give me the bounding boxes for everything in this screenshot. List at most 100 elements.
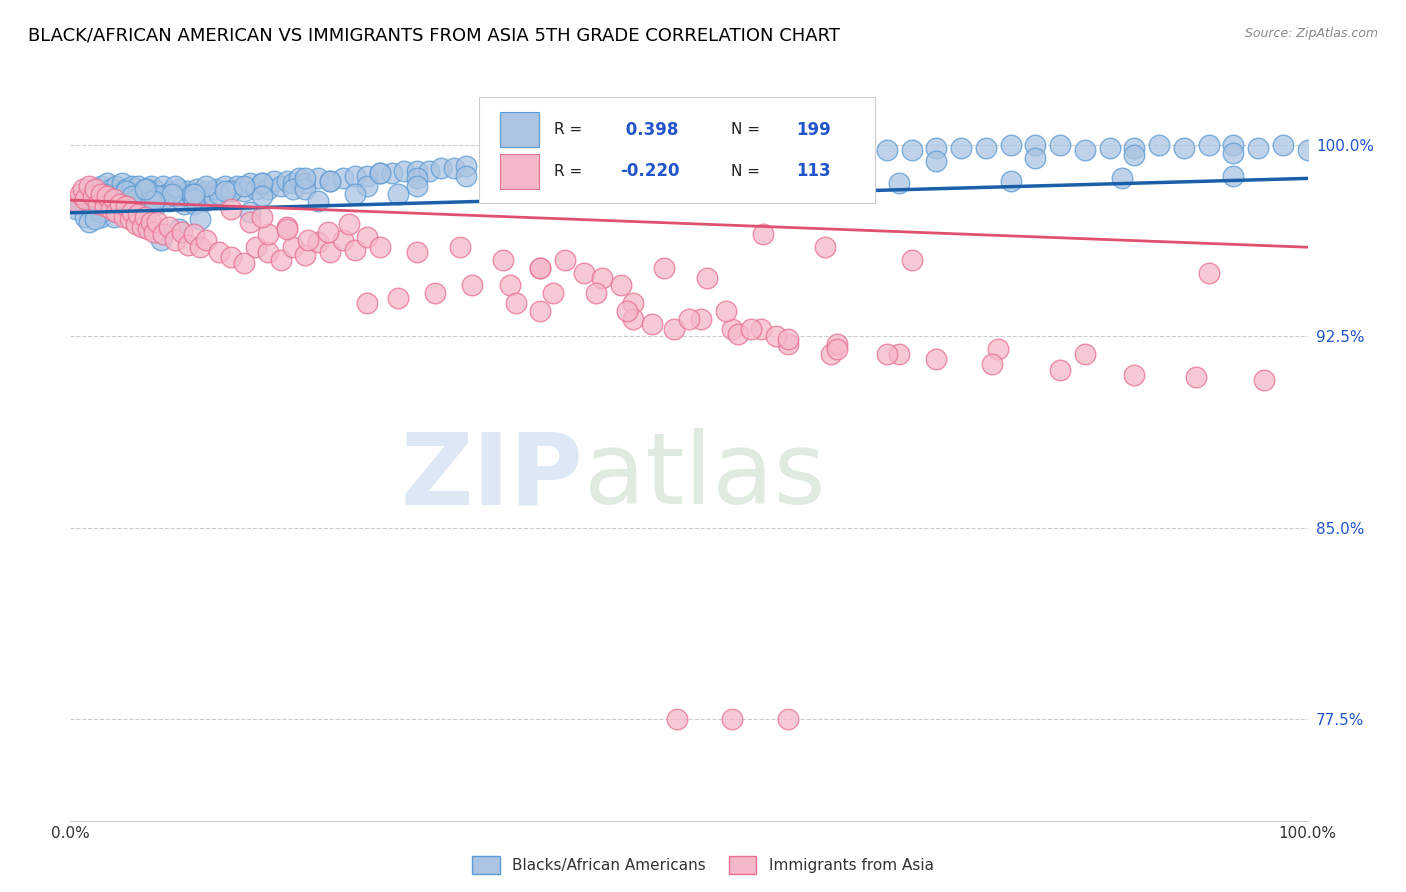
Point [115,184,138,198]
Text: 0.398: 0.398 [620,120,678,139]
Point [1222,138,1244,153]
Point [319,245,342,260]
Point [124,186,146,201]
Point [430,161,453,176]
Point [180,189,202,203]
Point [193,194,215,209]
Point [603,153,626,168]
Point [139,179,162,194]
Point [665,181,688,195]
Point [72,181,94,195]
Point [1049,138,1071,153]
Point [152,192,174,206]
Point [257,181,280,195]
Point [188,240,211,254]
Point [343,243,366,257]
Point [281,240,304,254]
Point [827,337,849,351]
Point [214,179,236,194]
Point [925,352,948,367]
Point [621,311,644,326]
Point [1049,362,1071,376]
Point [157,219,180,234]
Point [492,252,515,267]
Point [205,181,228,195]
Point [628,153,651,168]
Point [343,186,366,201]
Point [232,179,254,194]
Point [183,227,205,242]
Point [186,181,208,195]
Point [121,204,143,219]
Point [387,186,409,201]
Point [418,163,440,178]
Point [889,347,911,361]
Point [270,252,292,267]
Point [188,186,211,201]
Point [69,186,91,201]
Point [245,240,267,254]
Text: N =: N = [731,164,761,178]
Point [170,225,193,239]
Point [156,186,179,201]
Point [219,251,242,265]
Point [307,194,329,209]
Point [245,181,267,195]
Point [136,181,159,195]
Point [165,233,187,247]
Point [201,189,224,203]
Point [703,148,725,162]
Point [1074,347,1097,361]
Point [820,347,842,361]
Point [765,329,787,343]
Point [387,291,409,305]
Point [1074,144,1097,158]
Point [121,194,143,209]
Point [90,204,112,219]
Point [276,222,298,236]
Point [208,245,231,260]
Point [143,225,166,239]
Point [1198,266,1220,280]
Point [214,184,236,198]
Text: N =: N = [731,122,761,137]
Point [981,358,1004,372]
Point [157,194,180,209]
Point [146,184,169,198]
Point [276,219,298,234]
Point [714,304,737,318]
Text: BLACK/AFRICAN AMERICAN VS IMMIGRANTS FROM ASIA 5TH GRADE CORRELATION CHART: BLACK/AFRICAN AMERICAN VS IMMIGRANTS FRO… [28,27,841,45]
Point [103,189,125,203]
Text: Source: ZipAtlas.com: Source: ZipAtlas.com [1244,27,1378,40]
Point [250,177,273,191]
Point [77,192,100,206]
Point [319,174,342,188]
Point [250,189,273,203]
Point [529,260,551,275]
Point [65,194,87,209]
Point [356,179,378,194]
Point [368,166,391,180]
Point [219,184,242,198]
Point [740,322,762,336]
Point [721,322,744,336]
Point [263,174,285,188]
Point [343,169,366,183]
Point [165,189,187,203]
Point [152,227,174,242]
Point [121,179,143,194]
Point [219,184,242,198]
FancyBboxPatch shape [478,96,875,202]
Point [165,179,187,194]
Point [131,219,153,234]
Point [1123,148,1146,162]
Point [307,171,329,186]
Point [505,156,527,170]
Point [146,197,169,211]
Point [125,197,148,211]
Point [115,199,138,213]
Point [160,186,183,201]
Point [167,181,190,195]
Point [84,212,107,227]
Point [665,712,688,726]
